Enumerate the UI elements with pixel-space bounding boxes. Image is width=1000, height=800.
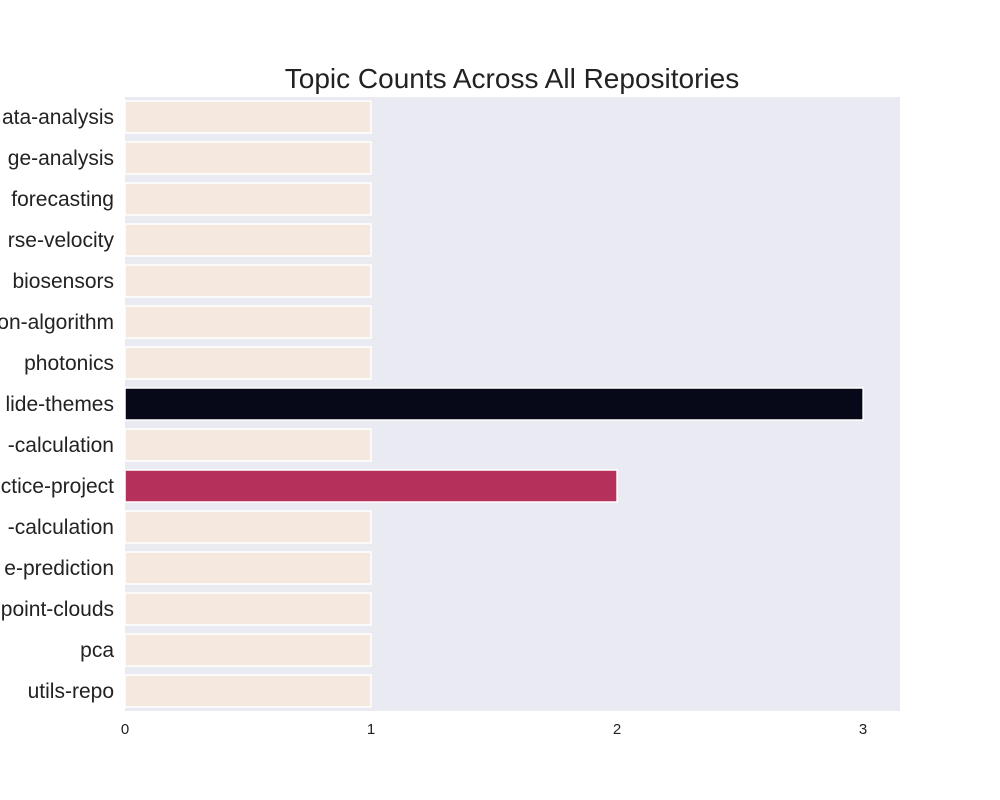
bar-7 [124,387,864,421]
bar-11 [124,551,372,585]
y-tick-label-1: ge-analysis [8,147,114,170]
bar-4 [124,264,372,298]
y-tick-label-11: e-prediction [4,557,114,580]
y-tick-label-9: ctice-project [1,475,114,498]
bar-12 [124,592,372,626]
y-tick-label-10: -calculation [8,516,114,539]
y-tick-label-4: biosensors [12,270,114,293]
bar-3 [124,223,372,257]
y-tick-label-14: utils-repo [28,680,114,703]
bar-13 [124,633,372,667]
bar-1 [124,141,372,175]
x-tick-label-0: 0 [121,721,129,738]
y-tick-label-5: on-algorithm [0,311,114,334]
bar-8 [124,428,372,462]
y-tick-labels: ata-analysis ge-analysis forecasting rse-ve… [0,106,114,703]
y-tick-label-12: point-clouds [1,598,114,621]
y-tick-label-0: ata-analysis [2,106,114,129]
y-tick-label-7: lide-themes [5,393,114,416]
bar-14 [124,674,372,708]
bar-5 [124,305,372,339]
x-tick-label-3: 3 [859,721,867,738]
y-tick-label-3: rse-velocity [8,229,115,252]
y-tick-label-6: photonics [24,352,114,375]
bar-6 [124,346,372,380]
bar-0 [124,100,372,134]
y-tick-label-13: pca [80,639,114,662]
y-tick-label-2: forecasting [11,188,114,211]
bar-10 [124,510,372,544]
bars-layer [124,100,864,708]
bar-9 [124,469,618,503]
chart-title: Topic Counts Across All Repositories [285,63,739,94]
bar-2 [124,182,372,216]
x-tick-label-2: 2 [613,721,621,738]
x-tick-labels: 0 1 2 3 [121,721,867,738]
x-tick-label-1: 1 [367,721,375,738]
y-tick-label-8: -calculation [8,434,114,457]
